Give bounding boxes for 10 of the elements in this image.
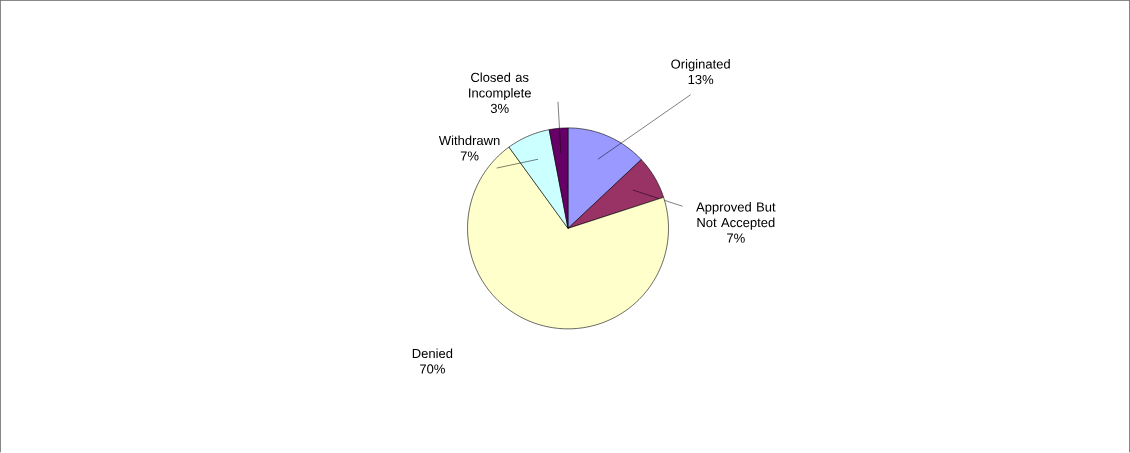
slice-label: Closed as Incomplete: [469, 72, 531, 101]
data-label: 3%: [490, 103, 509, 114]
slice-label: Approved But Not Accepted: [696, 202, 776, 230]
slice-label: Originated: [671, 59, 730, 72]
slice-label: Withdrawn: [438, 135, 500, 146]
data-label: 13%: [688, 75, 714, 85]
slice-label: Denied: [412, 348, 453, 359]
data-label: 70%: [420, 364, 445, 374]
data-label: 7%: [727, 233, 745, 243]
data-label: 7%: [460, 151, 479, 161]
